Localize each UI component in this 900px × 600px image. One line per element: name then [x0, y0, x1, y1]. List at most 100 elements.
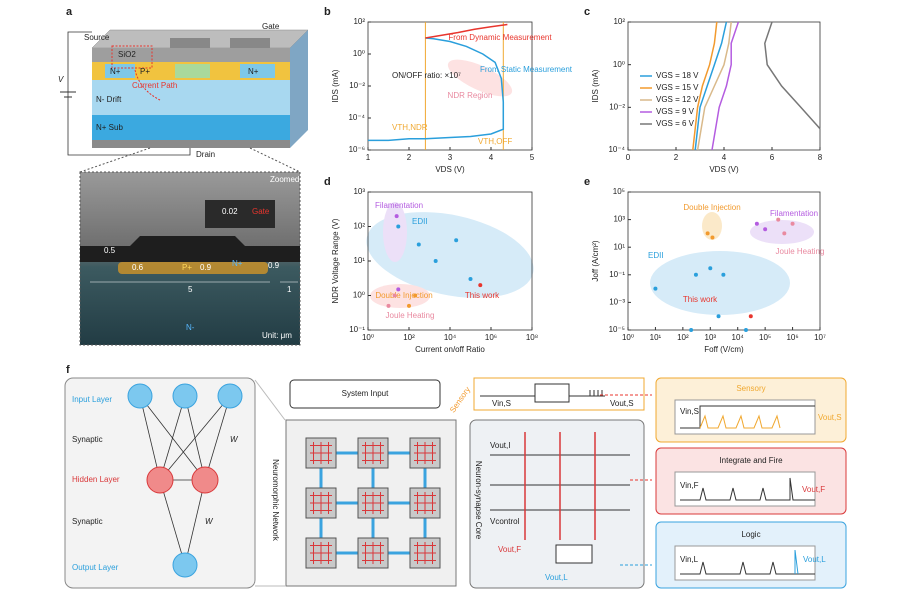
annotation: ON/OFF ratio: ×10⁷	[392, 71, 461, 80]
x-tick-label: 2	[674, 153, 679, 162]
y-tick-label: 10¹	[613, 242, 625, 251]
point	[790, 221, 795, 226]
panel-label: f	[66, 364, 70, 376]
label: 0.9	[268, 261, 280, 270]
decor-path	[480, 390, 605, 397]
label: N- Drift	[96, 95, 122, 104]
point	[721, 272, 726, 277]
series-line	[425, 23, 508, 39]
label: 1	[287, 285, 292, 294]
decor-rect	[118, 262, 268, 274]
x-tick-label: 10⁵	[759, 333, 771, 342]
x-tick-label: 10⁴	[444, 333, 457, 342]
label: Vout,L	[803, 555, 826, 564]
decor-circle	[191, 466, 219, 494]
legend-label: VGS = 6 V	[656, 119, 695, 128]
panel-f: f Input Layer Synaptic Hidden Layer Syna…	[64, 364, 847, 589]
y-tick-label: 10⁻⁶	[349, 145, 365, 154]
point	[413, 293, 418, 298]
y-tick-label: 10⁻⁴	[608, 145, 625, 154]
decor-path	[680, 477, 815, 501]
label: Vin,F	[680, 481, 699, 490]
x-tick-label: 0	[626, 153, 631, 162]
decor-rect	[92, 140, 290, 148]
point	[653, 286, 658, 291]
x-tick-label: 10⁰	[622, 333, 634, 342]
decor-ellipse	[750, 220, 814, 244]
label: W	[205, 517, 214, 526]
legend-label: VGS = 12 V	[656, 95, 699, 104]
x-tick-label: 3	[448, 153, 453, 162]
label: Vin,S	[492, 399, 511, 408]
label: 0.5	[104, 246, 116, 255]
annotation: NDR Region	[448, 91, 493, 100]
decor-rect	[674, 399, 816, 435]
x-tick-label: 4	[489, 153, 494, 162]
x-tick-label: 2	[407, 153, 412, 162]
x-tick-label: 10¹	[650, 333, 662, 342]
label: N-	[186, 323, 195, 332]
y-tick-label: 10⁻⁴	[348, 113, 365, 122]
label: Source	[84, 33, 110, 42]
label: Vcontrol	[490, 517, 520, 526]
annotation: VTH,NDR	[392, 123, 428, 132]
series-label: This work	[683, 295, 718, 304]
point	[689, 328, 694, 332]
annotation: VTH,OFF	[478, 137, 512, 146]
label: V	[58, 75, 64, 84]
charts: b 1 2 3 4 5 10⁻⁶ 10⁻⁴ 10⁻² 10⁰ 10² VDS (V) IDS (mA) O…	[324, 6, 826, 354]
decor-rect	[92, 80, 290, 115]
decor-path	[680, 405, 815, 429]
x-axis-label: VDS (V)	[435, 165, 465, 174]
decor-g	[490, 432, 630, 540]
y-tick-label: 10⁰	[353, 49, 365, 58]
label: Gate	[262, 22, 280, 31]
decor-ellipse	[370, 284, 430, 308]
wire	[67, 31, 191, 156]
y-tick-label: 10⁻¹	[349, 325, 365, 334]
y-tick-label: 10⁻¹	[609, 270, 625, 279]
x-tick-label: 10⁶	[485, 333, 497, 342]
y-tick-label: 10³	[613, 215, 625, 224]
point	[433, 259, 438, 263]
point	[776, 217, 781, 222]
series-line	[711, 21, 740, 151]
x-axis-label: Current on/off Ratio	[415, 345, 485, 354]
decor-g	[305, 437, 441, 569]
decor-ellipse	[447, 59, 513, 97]
label: Sensory	[736, 384, 765, 393]
y-axis-label: IDS (mA)	[591, 69, 600, 102]
panel-label: c	[584, 6, 590, 18]
label: Synaptic	[72, 517, 103, 526]
point	[407, 303, 411, 308]
decor-path	[794, 549, 799, 575]
point	[468, 277, 473, 282]
decor-circle	[217, 383, 243, 409]
label: Synaptic	[72, 435, 103, 444]
x-tick-label: 1	[366, 153, 371, 162]
x-tick-label: 6	[770, 153, 775, 162]
y-axis-label: Joff (A/cm²)	[591, 240, 600, 282]
point	[396, 287, 401, 292]
series-label: EDII	[412, 217, 428, 226]
label: Gate	[252, 207, 270, 216]
decor-path	[699, 414, 781, 429]
label: Vout,S	[610, 399, 634, 408]
label: Integrate and Fire	[719, 456, 783, 465]
label: Zoomed-in	[270, 175, 308, 184]
decor-ellipse	[650, 251, 790, 315]
point	[748, 314, 753, 319]
series-label: Double Injection	[683, 203, 740, 212]
point	[386, 303, 391, 308]
label: Unit: μm	[262, 331, 292, 340]
x-tick-label: 10³	[705, 333, 717, 342]
label: P+	[140, 67, 150, 76]
label: N+	[110, 67, 121, 76]
label: System Input	[342, 389, 389, 398]
point	[394, 214, 399, 219]
decor-circle	[127, 383, 153, 409]
point	[396, 224, 401, 229]
series-line	[764, 21, 821, 130]
